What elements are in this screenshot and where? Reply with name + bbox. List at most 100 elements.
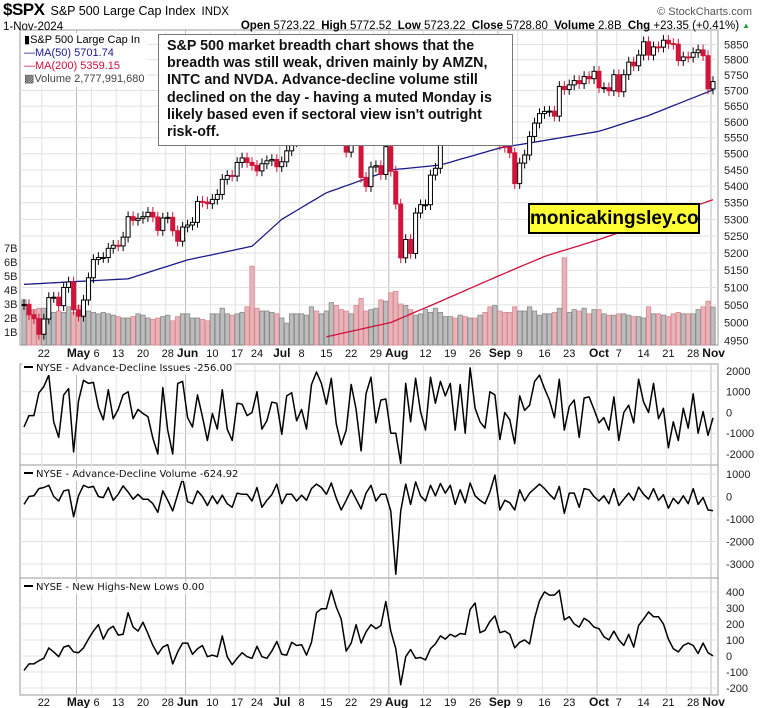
- volume-bar: [655, 313, 662, 346]
- candle: [36, 313, 42, 340]
- nh-nl-axis-label: 100: [726, 635, 744, 647]
- annotation-box: S&P 500 market breadth chart shows that …: [158, 34, 513, 147]
- ad-issues-axis-label: -1000: [726, 428, 754, 440]
- x-axis-label: 9: [517, 348, 523, 360]
- x-axis-label-bottom: 16: [538, 697, 550, 708]
- candle-body: [145, 211, 151, 218]
- volume-bar: [586, 313, 592, 346]
- candle-body: [165, 216, 171, 219]
- candle: [616, 69, 622, 98]
- price-axis-label: 5550: [724, 133, 748, 145]
- volume-bar: [145, 317, 151, 346]
- volume-bar: [685, 313, 691, 346]
- brand-link[interactable]: © StockCharts.com: [657, 6, 752, 18]
- volume-bar: [591, 309, 597, 346]
- candle: [145, 207, 151, 222]
- volume-bar: [90, 311, 96, 346]
- candle: [175, 225, 181, 247]
- legend-volume-label: Volume 2,777,991,680: [34, 73, 145, 85]
- legend-price: ▮S&P 500 Large Cap In: [24, 34, 145, 47]
- candle-body: [224, 174, 230, 180]
- candle-body: [214, 193, 220, 200]
- candle: [427, 169, 433, 211]
- candle-body: [393, 170, 399, 205]
- volume-bar: [303, 314, 310, 346]
- volume-bar: [645, 306, 652, 346]
- candle-body: [611, 74, 617, 92]
- candle-body: [695, 49, 701, 54]
- volume-bar: [477, 314, 483, 346]
- volume-bar: [209, 313, 215, 346]
- volume-bar: [204, 320, 211, 346]
- candle-body: [180, 226, 186, 242]
- price-axis-label: 5800: [724, 55, 748, 67]
- volume-bar: [155, 317, 161, 346]
- nh-nl-axis-label: -200: [726, 683, 748, 695]
- candle-body: [190, 221, 196, 226]
- candle-body: [591, 70, 597, 80]
- candle: [532, 117, 538, 142]
- volume-bar: [611, 314, 617, 346]
- candle: [279, 156, 285, 172]
- candle-body: [626, 61, 632, 76]
- candle-body: [100, 257, 106, 260]
- x-axis-label-bottom: 10: [206, 697, 218, 708]
- candle-body: [71, 281, 77, 311]
- volume-bar: [526, 306, 533, 346]
- price-axis-label: 5250: [724, 231, 748, 243]
- candle: [660, 34, 666, 53]
- nh-nl-line: [23, 589, 714, 686]
- candle: [641, 36, 647, 61]
- volume-bar: [531, 310, 538, 346]
- volume-bar: [631, 316, 637, 346]
- candle-body: [606, 87, 612, 92]
- volume-bar: [184, 313, 191, 346]
- panel-title-ad-volume: NYSE - Advance-Decline Volume -624.92: [22, 469, 241, 481]
- candle: [61, 282, 67, 311]
- panel-frame-nh-nl: [19, 577, 719, 696]
- nh-nl-axis-label: 400: [726, 587, 744, 599]
- price-axis-label: 5200: [724, 248, 748, 260]
- candle: [80, 294, 86, 322]
- volume-bar: [189, 317, 196, 346]
- price-axis-label: 5850: [724, 39, 748, 51]
- candle-body: [140, 216, 146, 219]
- price-axis-label: 5350: [724, 198, 748, 210]
- volume-bar: [427, 311, 434, 346]
- price-axis-label: 5400: [724, 181, 748, 193]
- candle-body: [368, 166, 374, 188]
- candle-body: [269, 159, 275, 162]
- volume-bar: [536, 314, 543, 346]
- volume-label: Volume: [554, 20, 595, 32]
- candle: [284, 145, 290, 168]
- candle-body: [403, 239, 409, 259]
- volume-bar: [180, 313, 186, 346]
- volume-bar: [194, 317, 201, 346]
- x-axis-label: 22: [345, 348, 357, 360]
- candle-body: [517, 162, 523, 185]
- candle: [591, 66, 597, 85]
- candle: [155, 211, 161, 236]
- x-axis-label: Nov: [702, 346, 725, 360]
- quote-bar: Open 5723.22 High 5772.52 Low 5723.22 Cl…: [241, 20, 753, 32]
- change-value: +23.35 (+0.41%): [653, 20, 740, 32]
- volume-bar: [269, 311, 275, 346]
- candle-body: [85, 277, 91, 301]
- volume-axis-label: 3B: [4, 299, 17, 311]
- candle: [606, 82, 612, 97]
- candle-body: [234, 161, 240, 177]
- candle-body: [670, 43, 676, 46]
- panel-frame-ad-volume: [19, 464, 719, 579]
- volume-bar: [328, 302, 334, 346]
- panel-frame-ad-issues: [19, 363, 719, 466]
- candle-body: [26, 304, 32, 316]
- price-axis-label: 5050: [724, 300, 748, 312]
- low-value: 5723.22: [423, 20, 466, 32]
- candle: [170, 212, 176, 237]
- candle: [130, 211, 136, 226]
- candle: [700, 44, 706, 62]
- x-axis-label: Jul: [273, 346, 290, 360]
- candle: [244, 152, 250, 168]
- candle: [264, 155, 270, 170]
- x-axis-label: 21: [662, 348, 674, 360]
